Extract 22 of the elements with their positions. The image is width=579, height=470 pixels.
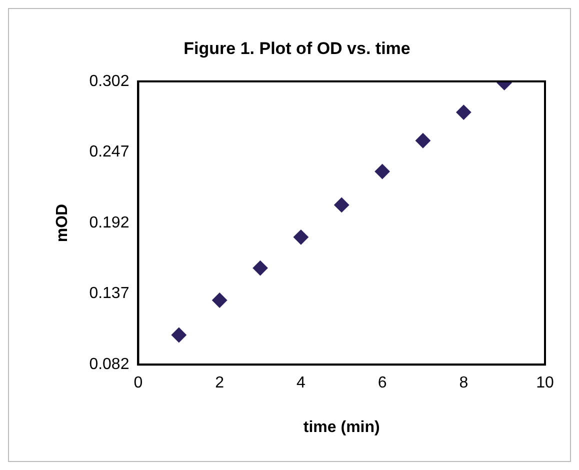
- point: [456, 104, 472, 120]
- point: [171, 327, 186, 342]
- point: [334, 197, 350, 212]
- point: [374, 164, 390, 180]
- x-tick-label: 0: [134, 374, 143, 392]
- point: [415, 133, 430, 148]
- y-tick-label: 0.192: [89, 214, 130, 232]
- y-tick-label: 0.302: [89, 72, 130, 90]
- point: [252, 260, 268, 276]
- x-tick-label: 4: [296, 374, 306, 392]
- x-tick-label: 2: [215, 374, 224, 392]
- x-tick-label: 8: [459, 374, 468, 392]
- x-tick-label: 10: [536, 374, 554, 392]
- y-tick-label: 0.137: [89, 285, 130, 302]
- point: [293, 230, 308, 245]
- y-tick-label: 0.247: [89, 144, 130, 161]
- y-axis-title: mOD: [54, 204, 72, 242]
- point: [212, 292, 228, 308]
- x-axis-title: time (min): [303, 418, 380, 436]
- chart-title: Figure 1. Plot of OD vs. time: [184, 38, 410, 58]
- y-tick-label: 0.082: [89, 356, 130, 374]
- x-tick-label: 6: [378, 374, 387, 392]
